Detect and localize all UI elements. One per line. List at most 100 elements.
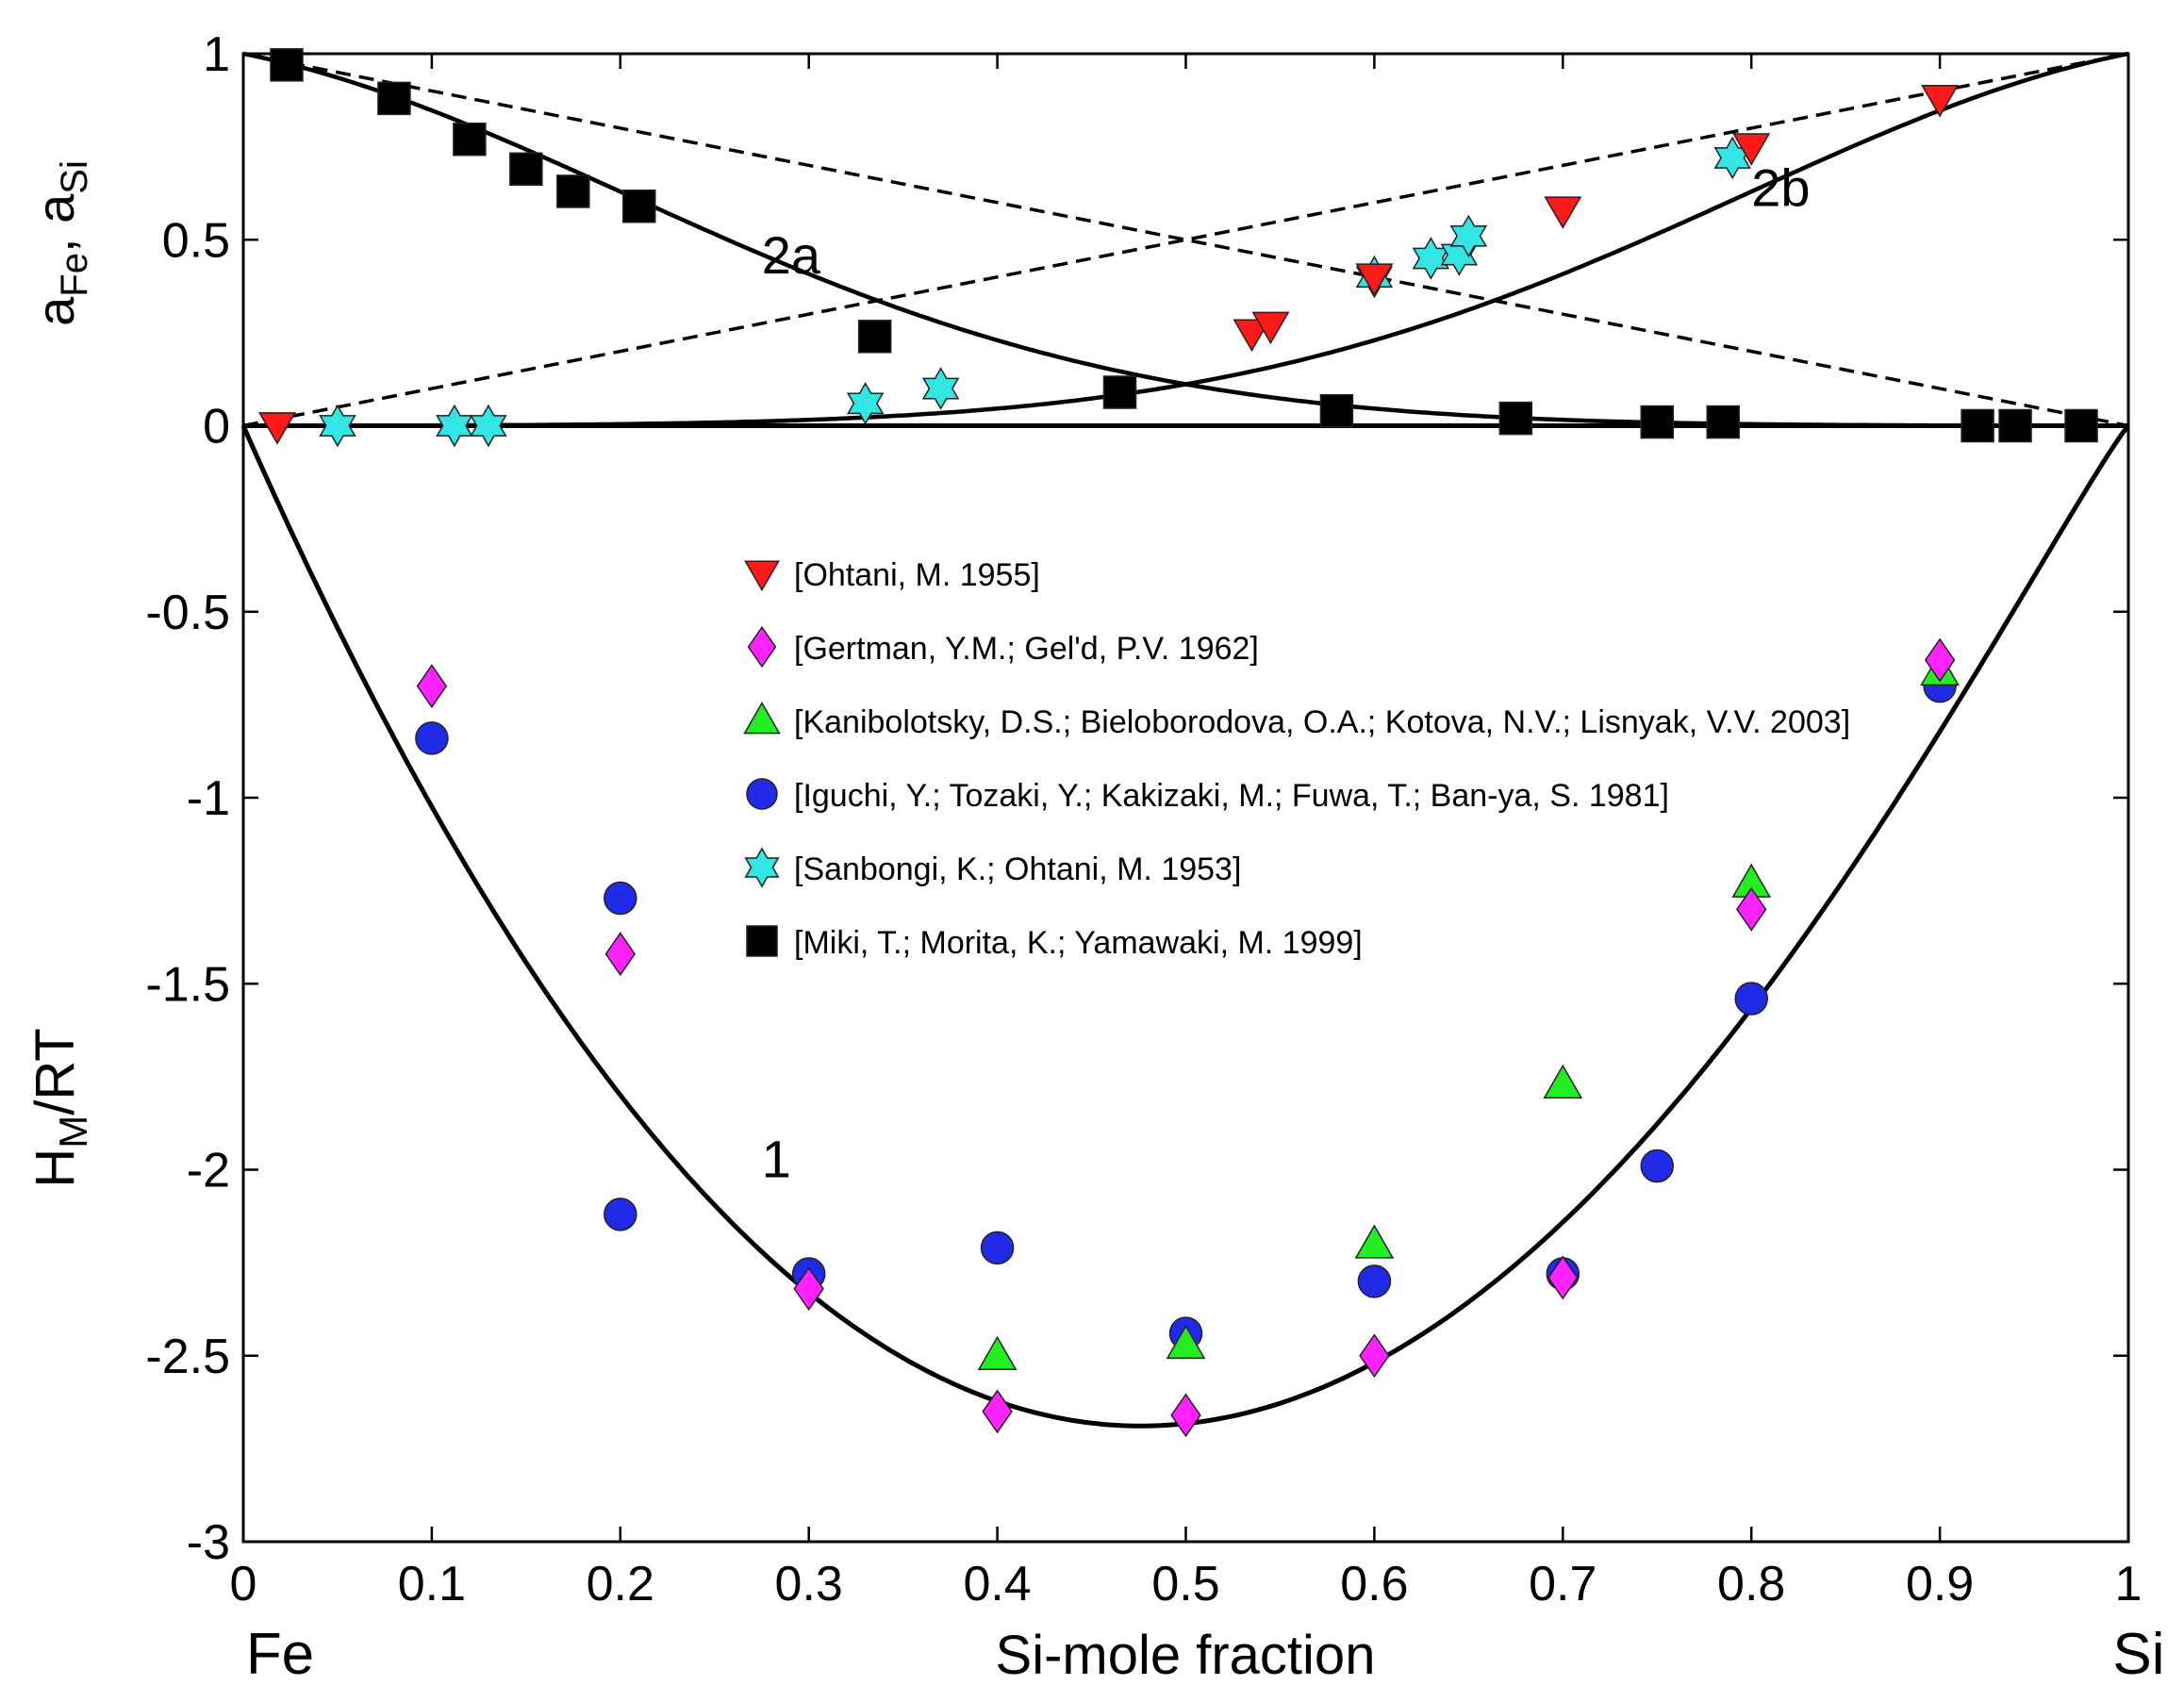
curve-label-curve-2a: 2a	[762, 225, 821, 285]
data-point-triangle-up	[1354, 1224, 1395, 1259]
x-tick-label: 0.7	[1529, 1557, 1597, 1611]
data-point-square	[2064, 408, 2098, 443]
data-point-diamond	[1547, 1255, 1579, 1300]
legend-label: [Iguchi, Y.; Tozaki, Y.; Kakizaki, M.; F…	[794, 778, 1669, 814]
data-point-star	[1449, 214, 1488, 258]
data-point-square	[453, 122, 487, 157]
curve-label-curve-2b: 2b	[1751, 158, 1810, 218]
x-end-label-fe: Fe	[246, 1622, 314, 1687]
data-point-circle	[604, 1198, 637, 1231]
legend: [Ohtani, M. 1955] [Gertman, Y.M.; Gel'd, …	[743, 557, 1850, 961]
data-markers	[257, 48, 2098, 1438]
data-point-triangle-down	[1732, 133, 1771, 166]
data-point-square	[857, 320, 892, 354]
x-tick-label: 0.5	[1151, 1557, 1219, 1611]
y-label-activity-sub-si: Si	[54, 160, 95, 194]
data-point-diamond	[416, 664, 448, 709]
data-point-triangle-down	[1544, 196, 1582, 229]
data-point-triangle-down	[257, 412, 296, 445]
data-point-circle	[1357, 1264, 1392, 1298]
y-tick-label: -2.5	[145, 1330, 230, 1384]
series-star	[319, 136, 1751, 448]
series-diamond	[416, 637, 1956, 1438]
y-tick-label: -1.5	[145, 957, 230, 1012]
data-point-diamond	[604, 932, 637, 977]
y-label-activity-sep: , a	[25, 193, 85, 253]
data-point-triangle-down	[1251, 311, 1290, 345]
data-point-square	[556, 174, 590, 208]
curve-ideal-si	[242, 52, 2129, 428]
y-tick-label: 0.5	[162, 213, 230, 268]
series-square	[270, 48, 2098, 443]
data-point-square	[1706, 405, 1740, 439]
y-axis-label-enthalpy: HM/RT	[25, 1028, 95, 1187]
legend-marker-triangle-down	[744, 560, 780, 592]
legend-marker-square	[746, 925, 778, 957]
legend-label: [Gertman, Y.M.; Gel'd, P.V. 1962]	[794, 631, 1259, 667]
legend-label: [Sanbongi, K.; Ohtani, M. 1953]	[794, 851, 1241, 887]
y-tick-label: -1	[187, 771, 230, 826]
data-point-diamond	[793, 1266, 824, 1312]
legend-marker-diamond	[747, 625, 777, 669]
data-point-square	[509, 152, 543, 187]
curve-ideal-fe	[242, 52, 2129, 428]
x-tick-label: 0.4	[963, 1557, 1031, 1611]
data-point-circle	[604, 881, 637, 916]
y-tick-label: -0.5	[145, 586, 230, 640]
x-tick-label: 0.3	[775, 1557, 843, 1611]
y-tick-label: 1	[203, 27, 230, 82]
data-point-square	[622, 189, 656, 223]
data-point-triangle-up	[977, 1335, 1018, 1370]
data-point-square	[1640, 405, 1674, 439]
legend-label: [Kanibolotsky, D.S.; Bieloborodova, O.A.…	[794, 704, 1850, 740]
x-end-label-si: Si	[2112, 1622, 2164, 1687]
x-tick-label: 0.6	[1340, 1557, 1408, 1611]
curve-labels: 1 2a 2b	[762, 158, 1811, 1189]
data-point-star	[921, 367, 960, 410]
data-point-triangle-down	[1355, 263, 1394, 296]
data-point-triangle-down	[1233, 319, 1271, 353]
x-tick-label: 0.1	[398, 1557, 466, 1611]
data-point-diamond	[1359, 1333, 1390, 1379]
y-tick-label: -3	[187, 1515, 230, 1570]
data-point-square	[1961, 408, 1994, 443]
data-point-triangle-up	[1166, 1324, 1206, 1360]
data-point-square	[377, 81, 411, 116]
data-point-diamond	[1924, 637, 1956, 683]
legend-label: [Miki, T.; Morita, K.; Yamawaki, M. 1999…	[794, 925, 1363, 961]
data-point-circle	[1734, 982, 1768, 1016]
data-point-square	[1498, 401, 1533, 436]
data-point-diamond	[1170, 1393, 1201, 1438]
data-point-star	[470, 404, 507, 448]
data-point-star	[847, 382, 885, 425]
y-label-activity-main: a	[25, 296, 85, 326]
data-point-triangle-up	[1543, 1064, 1583, 1099]
data-point-diamond	[982, 1389, 1013, 1434]
data-point-square	[1102, 375, 1137, 409]
x-tick-label: 0.2	[587, 1557, 654, 1611]
data-point-diamond	[1735, 886, 1767, 932]
y-label-enthalpy-sub: M	[51, 1115, 95, 1148]
data-point-star	[319, 404, 356, 448]
axis-ticks: 0 0.1 0.2 0.3 0.4 0.5 0.6 0.7 0.8 0.9 1 -3 -2.5 -2 -1.…	[145, 27, 2142, 1611]
legend-marker-circle	[746, 778, 778, 810]
x-tick-label: 1	[2115, 1557, 2143, 1611]
data-point-square	[270, 48, 304, 82]
data-point-circle	[980, 1231, 1015, 1265]
x-tick-label: 0	[230, 1557, 257, 1611]
data-point-triangle-down	[1921, 84, 1960, 118]
x-tick-label: 0.9	[1906, 1557, 1974, 1611]
y-label-enthalpy-rest: /RT	[25, 1028, 86, 1115]
x-tick-label: 0.8	[1717, 1557, 1785, 1611]
legend-marker-star	[744, 847, 780, 888]
legend-label: [Ohtani, M. 1955]	[794, 557, 1040, 593]
y-label-activity-sub-fe: Fe	[54, 253, 95, 297]
data-point-circle	[1640, 1148, 1674, 1183]
data-point-square	[1319, 393, 1354, 428]
y-axis-label-activity: aFe, aSi	[25, 160, 95, 326]
y-label-enthalpy-main: H	[25, 1148, 86, 1188]
series-triangle-down	[257, 84, 1960, 445]
series-triangle-up	[977, 651, 1960, 1370]
